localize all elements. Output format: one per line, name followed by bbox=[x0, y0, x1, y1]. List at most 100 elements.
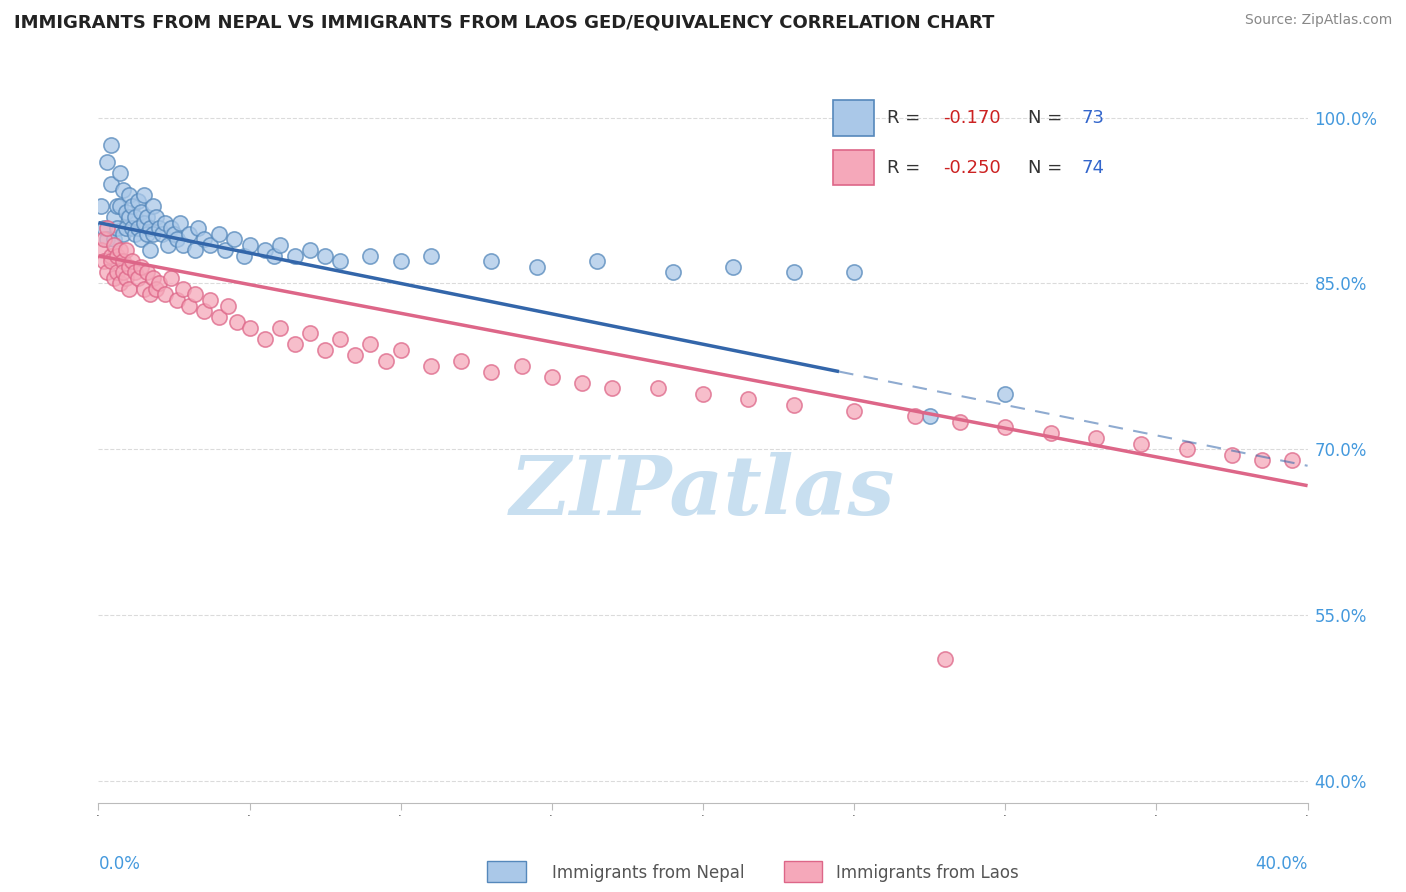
Point bbox=[420, 359, 443, 374]
Point bbox=[1085, 431, 1108, 445]
Point bbox=[129, 232, 152, 246]
Point bbox=[661, 265, 683, 279]
Point bbox=[103, 237, 125, 252]
Point bbox=[121, 199, 143, 213]
Text: IMMIGRANTS FROM NEPAL VS IMMIGRANTS FROM LAOS GED/EQUIVALENCY CORRELATION CHART: IMMIGRANTS FROM NEPAL VS IMMIGRANTS FROM… bbox=[14, 13, 994, 31]
Point bbox=[153, 216, 176, 230]
Point bbox=[269, 237, 291, 252]
Point bbox=[132, 282, 155, 296]
Point bbox=[360, 249, 382, 263]
Text: Immigrants from Laos: Immigrants from Laos bbox=[837, 864, 1019, 882]
Point bbox=[163, 227, 186, 241]
Point bbox=[108, 199, 131, 213]
Point bbox=[481, 365, 503, 379]
Point bbox=[100, 249, 122, 263]
Point bbox=[166, 232, 188, 246]
Point bbox=[118, 188, 141, 202]
Text: Source: ZipAtlas.com: Source: ZipAtlas.com bbox=[1244, 13, 1392, 28]
Point bbox=[169, 216, 191, 230]
Point bbox=[844, 265, 866, 279]
Point bbox=[193, 232, 215, 246]
Point bbox=[111, 254, 134, 268]
Point bbox=[526, 260, 548, 274]
Point bbox=[737, 392, 759, 407]
Point bbox=[217, 299, 239, 313]
Point bbox=[586, 254, 609, 268]
Point bbox=[239, 237, 262, 252]
Point bbox=[994, 387, 1017, 401]
Point bbox=[224, 232, 246, 246]
Point bbox=[1281, 453, 1303, 467]
Point bbox=[145, 282, 167, 296]
Point bbox=[103, 271, 125, 285]
Point bbox=[200, 237, 222, 252]
Point bbox=[166, 293, 188, 307]
Point bbox=[100, 177, 122, 191]
Point bbox=[156, 237, 179, 252]
Point bbox=[208, 310, 231, 324]
Text: Immigrants from Nepal: Immigrants from Nepal bbox=[551, 864, 744, 882]
Point bbox=[314, 249, 336, 263]
Point bbox=[253, 332, 276, 346]
Point bbox=[121, 254, 143, 268]
Point bbox=[118, 282, 141, 296]
Point bbox=[142, 227, 165, 241]
Point bbox=[160, 271, 183, 285]
Point bbox=[105, 249, 128, 263]
Point bbox=[239, 320, 262, 334]
Point bbox=[844, 403, 866, 417]
Point bbox=[329, 332, 352, 346]
Point bbox=[135, 210, 157, 224]
Point bbox=[96, 265, 118, 279]
Text: 0.0%: 0.0% bbox=[98, 855, 141, 872]
Point bbox=[389, 254, 412, 268]
Point bbox=[284, 337, 307, 351]
Point bbox=[360, 337, 382, 351]
Point bbox=[118, 210, 141, 224]
Point bbox=[450, 353, 472, 368]
Point bbox=[114, 221, 136, 235]
Point bbox=[114, 244, 136, 258]
Point bbox=[904, 409, 927, 423]
Point bbox=[1039, 425, 1062, 440]
Point bbox=[214, 244, 236, 258]
Point bbox=[571, 376, 593, 390]
Point bbox=[96, 221, 118, 235]
Point bbox=[129, 260, 152, 274]
Point bbox=[918, 409, 941, 423]
Point bbox=[934, 652, 956, 666]
Point bbox=[200, 293, 222, 307]
Point bbox=[100, 254, 122, 268]
Point bbox=[284, 249, 307, 263]
Point bbox=[269, 320, 291, 334]
Point bbox=[124, 265, 146, 279]
Point bbox=[253, 244, 276, 258]
Point bbox=[374, 353, 396, 368]
Point bbox=[108, 277, 131, 291]
Point bbox=[172, 237, 194, 252]
Point bbox=[139, 287, 162, 301]
Point bbox=[145, 210, 167, 224]
Point bbox=[299, 244, 322, 258]
Point bbox=[1130, 436, 1153, 450]
Point bbox=[153, 287, 176, 301]
Point bbox=[299, 326, 322, 341]
Point bbox=[139, 244, 162, 258]
Point bbox=[127, 194, 149, 208]
Point bbox=[111, 265, 134, 279]
Point bbox=[96, 232, 118, 246]
Point bbox=[103, 210, 125, 224]
Point bbox=[160, 221, 183, 235]
Point bbox=[105, 199, 128, 213]
Point bbox=[949, 415, 972, 429]
Point bbox=[127, 271, 149, 285]
Point bbox=[184, 287, 207, 301]
Point bbox=[124, 210, 146, 224]
Point bbox=[179, 227, 201, 241]
Point bbox=[124, 227, 146, 241]
Point bbox=[105, 221, 128, 235]
Point bbox=[93, 232, 115, 246]
Point bbox=[481, 254, 503, 268]
Point bbox=[105, 265, 128, 279]
Point bbox=[692, 387, 714, 401]
